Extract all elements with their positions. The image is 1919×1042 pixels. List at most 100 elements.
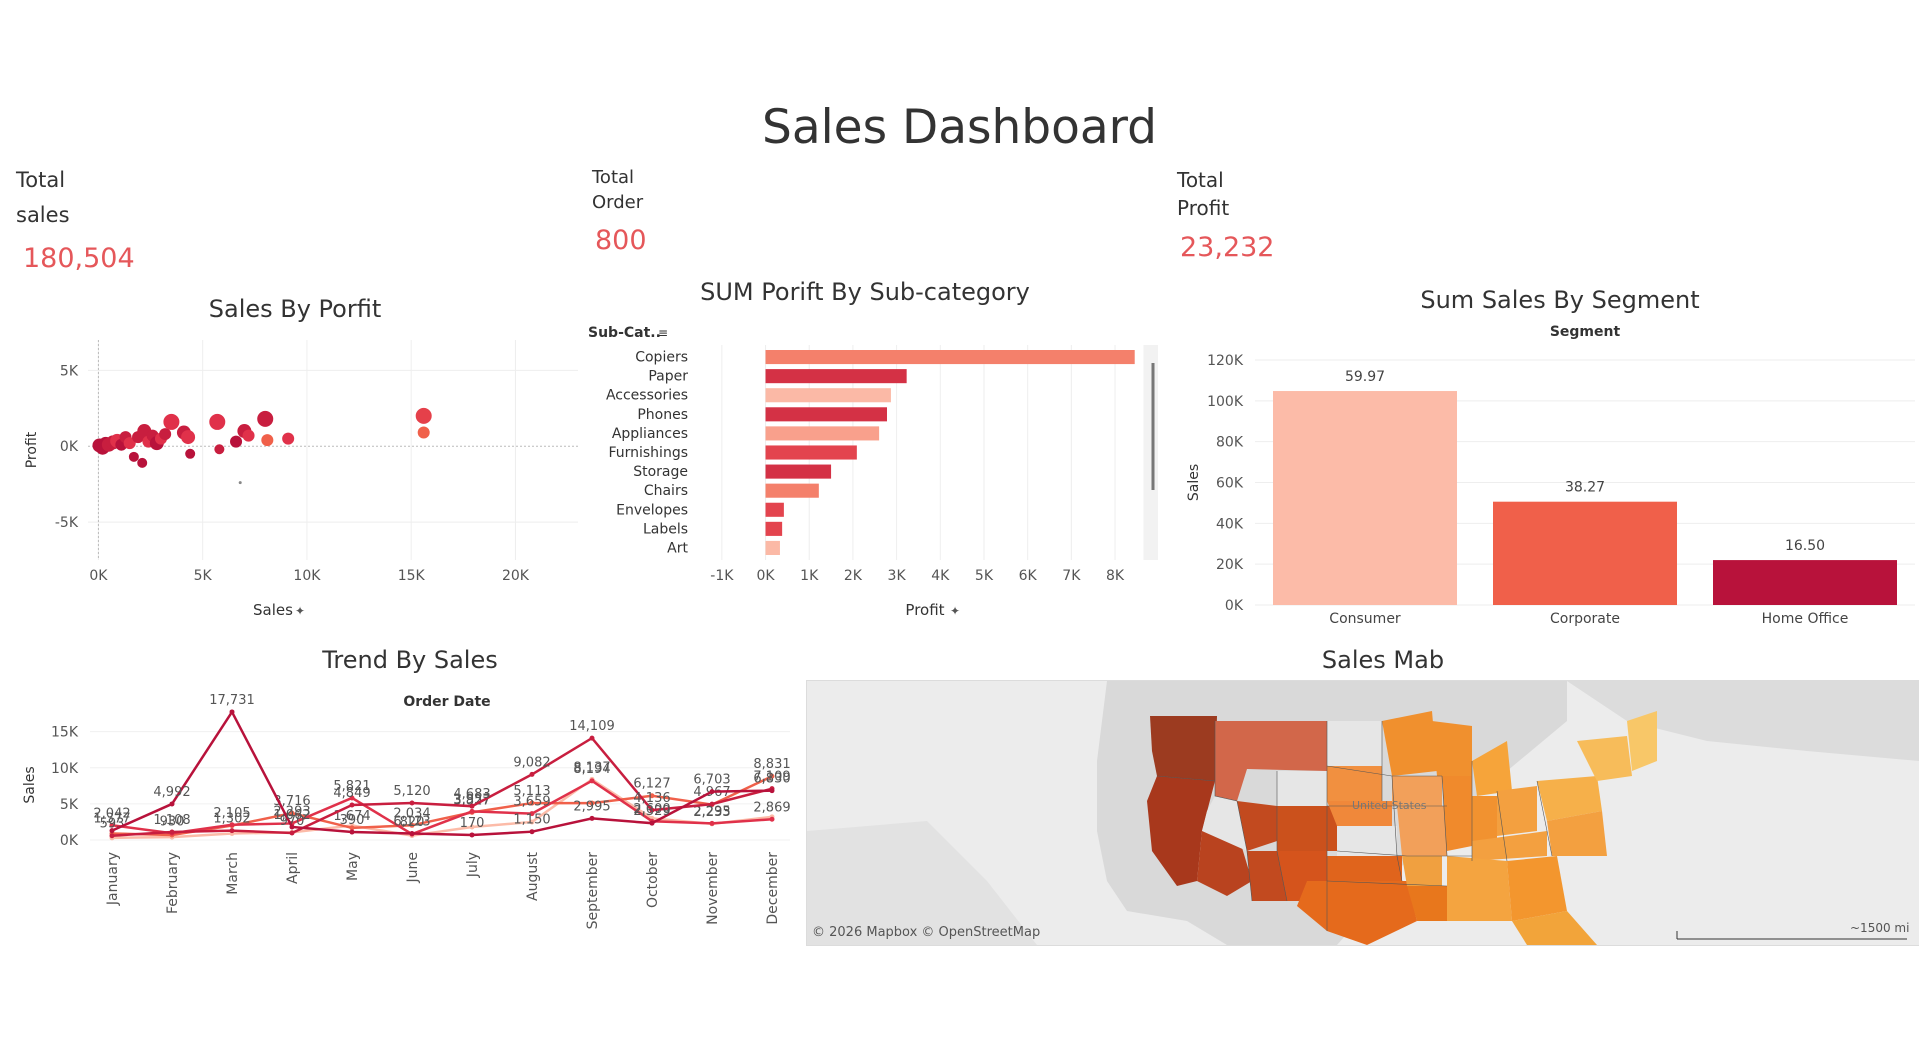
kpi-label: Order (592, 192, 644, 213)
sales-map[interactable]: United States (806, 680, 1919, 946)
segment-bar (1273, 391, 1457, 605)
subcat-bar (765, 388, 891, 403)
scatter-x-tick: 10K (293, 568, 321, 584)
scatter-point (257, 410, 274, 427)
trend-x-tick: October (645, 852, 661, 908)
trend-point (289, 810, 295, 816)
trend-x-tick: February (165, 852, 181, 914)
subcat-x-tick: -1K (710, 568, 734, 584)
scatter-point (123, 437, 136, 450)
trend-data-label: 2,295 (693, 804, 730, 819)
trend-x-tick: July (465, 852, 481, 878)
subcat-category-label: Paper (648, 369, 688, 385)
scatter-point (128, 451, 139, 462)
subcat-category-label: Furnishings (608, 445, 688, 461)
trend-data-label: 6,830 (753, 772, 790, 787)
trend-data-label: 6,703 (693, 773, 730, 788)
subcat-x-tick: 0K (756, 568, 775, 584)
kpi-label: Total (16, 168, 66, 192)
trend-point (529, 800, 535, 806)
subcat-x-tick: 4K (931, 568, 950, 584)
subcat-category-label: Art (667, 540, 688, 556)
trend-title: Trend By Sales (322, 646, 498, 674)
subcat-category-label: Phones (637, 407, 688, 423)
subcat-bar (765, 540, 780, 555)
subcat-scroll-track (1143, 345, 1158, 560)
kpi-value: 800 (595, 225, 647, 256)
trend-data-label: 5,113 (513, 784, 550, 799)
subcat-bar (765, 483, 819, 498)
trend-data-label: 8,137 (573, 760, 610, 775)
kpi-total-sales[interactable]: Total sales 180,504 (16, 163, 135, 274)
trend-data-label: 1,302 (213, 812, 250, 827)
subcat-x-tick: 1K (800, 568, 819, 584)
pin-icon: ✦ (295, 604, 305, 618)
subcat-x-tick: 2K (844, 568, 863, 584)
trend-series-line (111, 709, 773, 837)
subcat-category-label: Copiers (635, 350, 688, 366)
scatter-title: Sales By Porfit (208, 295, 382, 323)
trend-data-label: 930 (160, 814, 185, 829)
state-new-england (1627, 711, 1657, 771)
scatter-point (242, 429, 255, 442)
trend-x-tick: September (585, 852, 601, 930)
kpi-total-profit[interactable]: Total Profit 23,232 (1177, 166, 1274, 263)
scatter-chart[interactable]: 0K 5K 10K 15K 20K 5K 0K -5K Sales ✦ Profit (0, 320, 590, 630)
trend-point (229, 822, 235, 828)
state-arizona (1247, 851, 1287, 901)
scatter-point (282, 432, 295, 445)
subcat-bar (765, 407, 887, 422)
scatter-point (214, 444, 225, 455)
trend-x-tick: November (705, 852, 721, 925)
trend-point (649, 820, 655, 826)
trend-point (169, 829, 175, 835)
trend-point (529, 819, 535, 825)
trend-y-tick: 15K (51, 725, 79, 741)
scatter-x-tick: 5K (194, 568, 213, 584)
state-arizona-south (1197, 831, 1252, 896)
subcat-x-tick: 7K (1062, 568, 1081, 584)
trend-data-label: 7,109 (753, 770, 790, 785)
state-georgia-carolinas (1507, 856, 1567, 921)
trend-data-label: 4,849 (333, 786, 370, 801)
state-louisiana (1407, 886, 1447, 921)
state-mississippi-alabama (1447, 856, 1512, 921)
map-country-label: United States (1352, 799, 1427, 812)
trend-y-tick: 10K (51, 761, 79, 777)
trend-data-label: 2,329 (633, 804, 670, 819)
state-missouri (1397, 806, 1447, 856)
segment-data-label: 16.50 (1785, 538, 1825, 554)
dashboard-title: Sales Dashboard (761, 100, 1158, 155)
trend-x-tick: May (345, 852, 361, 881)
state-kentucky-tennessee (1472, 831, 1547, 861)
trend-x-tick: August (525, 851, 541, 901)
trend-data-label: 1,062 (273, 808, 310, 823)
trend-point (109, 828, 115, 834)
state-nebraska (1327, 801, 1392, 826)
trend-point (289, 830, 295, 836)
trend-point (649, 807, 655, 813)
segment-data-label: 38.27 (1565, 480, 1605, 496)
scatter-x-label: Sales (253, 601, 293, 619)
map-title: Sales Mab (1321, 646, 1445, 674)
state-colorado (1277, 806, 1337, 851)
trend-point (589, 800, 595, 806)
trend-data-label: 1,377 (93, 812, 130, 827)
trend-y-tick: 5K (60, 797, 79, 813)
trend-line-chart[interactable]: 0K 5K 10K 15K January February March April May Ju… (0, 680, 800, 980)
segment-bar-chart[interactable]: 0K 20K 40K 60K 80K 100K 120K 59.97 Consumer 38.27… (1170, 320, 1919, 635)
kpi-total-order[interactable]: Total Order 800 (592, 165, 647, 256)
trend-data-label: 5,821 (333, 779, 370, 794)
kpi-value: 180,504 (23, 243, 135, 274)
subcat-category-label: Chairs (644, 483, 688, 499)
trend-point (229, 709, 235, 715)
subcat-bar-chart[interactable]: -1K 0K 1K 2K 3K 4K 5K 6K 7K 8K Copiers Paper Accesso… (580, 315, 1180, 630)
scatter-point (209, 413, 226, 430)
map-scale-label: ~1500 mi (1850, 921, 1910, 935)
trend-data-label: 820 (400, 815, 425, 830)
subcat-category-label: Storage (633, 464, 688, 480)
trend-point (349, 795, 355, 801)
trend-data-label: 5,120 (393, 784, 430, 799)
scatter-point (181, 430, 196, 445)
map-canvas: United States (807, 681, 1919, 945)
